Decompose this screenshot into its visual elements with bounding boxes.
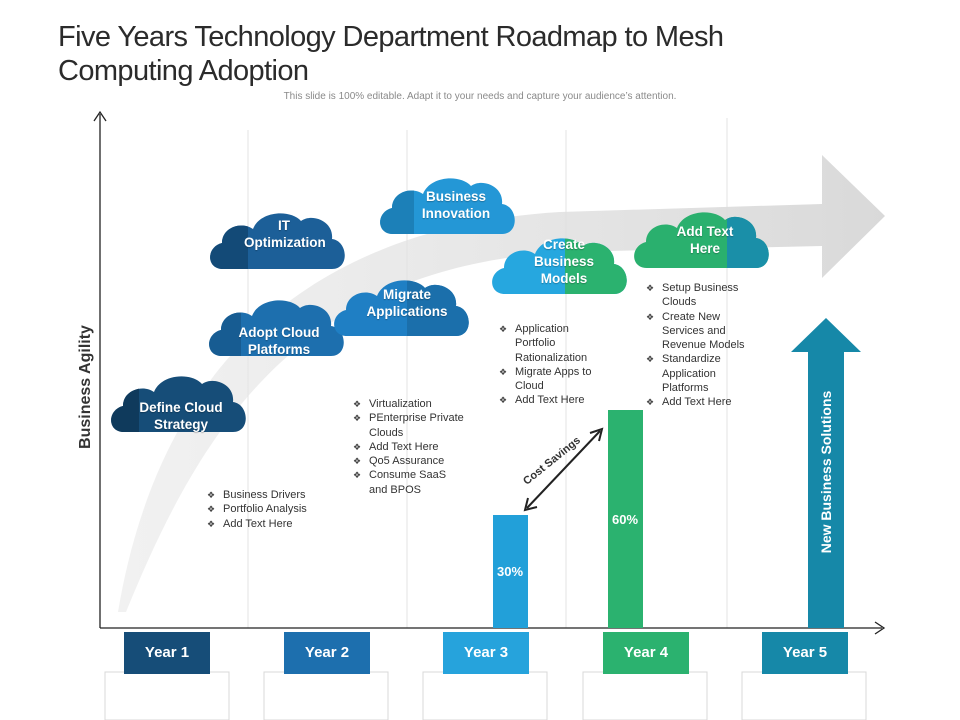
page-subtitle: This slide is 100% editable. Adapt it to… — [283, 91, 677, 102]
bullet-item: Business Drivers — [207, 488, 337, 503]
page-title: Five Years Technology Department Roadmap… — [58, 21, 724, 87]
year-label-3: Year 3 — [463, 644, 509, 661]
year-label-1: Year 1 — [144, 644, 190, 661]
cloud-label-add-text-here: Add Text Here — [676, 224, 734, 256]
bar-label-year4: 60% — [611, 512, 639, 527]
bullet-item: Portfolio Analysis — [207, 502, 337, 517]
bullet-item: Setup Business Clouds — [646, 281, 764, 310]
cloud-label-business-innovation: Business Innovation — [421, 189, 491, 221]
bullet-item: Qo5 Assurance — [353, 454, 465, 469]
bullet-item: PEnterprise Private Clouds — [353, 411, 465, 440]
bullets-year4: Setup Business Clouds Create New Service… — [646, 281, 764, 410]
year-label-2: Year 2 — [304, 644, 350, 661]
bullet-item: Add Text Here — [353, 440, 465, 455]
new-business-solutions-arrow — [791, 318, 861, 628]
cost-savings-arrow — [523, 427, 604, 512]
bullet-item: Add Text Here — [207, 517, 337, 532]
bullet-item: Add Text Here — [646, 395, 764, 410]
cloud-label-create-business-models: Create Business Models — [533, 237, 595, 286]
y-axis-label: Business Agility — [77, 325, 94, 449]
bullet-item: Migrate Apps to Cloud — [499, 365, 609, 394]
year-boxes — [104, 632, 867, 720]
bullets-year1: Business Drivers Portfolio Analysis Add … — [207, 488, 337, 531]
bullet-item: Create New Services and Revenue Models — [646, 310, 764, 353]
bar-year3 — [493, 515, 528, 628]
bar-year4 — [608, 410, 643, 628]
year-label-5: Year 5 — [782, 644, 828, 661]
bullets-year3: Application Portfolio Rationalization Mi… — [499, 322, 609, 408]
bullet-item: Add Text Here — [499, 393, 609, 408]
cloud-label-migrate-applications: Migrate Applications — [366, 287, 448, 319]
growth-arrow — [118, 155, 885, 612]
axes — [93, 110, 886, 635]
bullets-year2: Virtualization PEnterprise Private Cloud… — [353, 397, 465, 497]
bullet-item: Standardize Application Platforms — [646, 352, 764, 395]
bar-label-year3: 30% — [496, 564, 524, 579]
bullet-item: Consume SaaS and BPOS — [353, 468, 465, 497]
bullet-item: Virtualization — [353, 397, 465, 412]
year-label-4: Year 4 — [623, 644, 669, 661]
bullet-item: Application Portfolio Rationalization — [499, 322, 609, 365]
new-business-solutions-label: New Business Solutions — [818, 390, 834, 554]
cloud-label-it-optimization: IT Optimization — [244, 218, 326, 250]
cloud-label-define-cloud-strategy: Define Cloud Strategy — [139, 400, 223, 432]
cloud-label-adopt-cloud-platforms: Adopt Cloud Platforms — [238, 325, 320, 357]
